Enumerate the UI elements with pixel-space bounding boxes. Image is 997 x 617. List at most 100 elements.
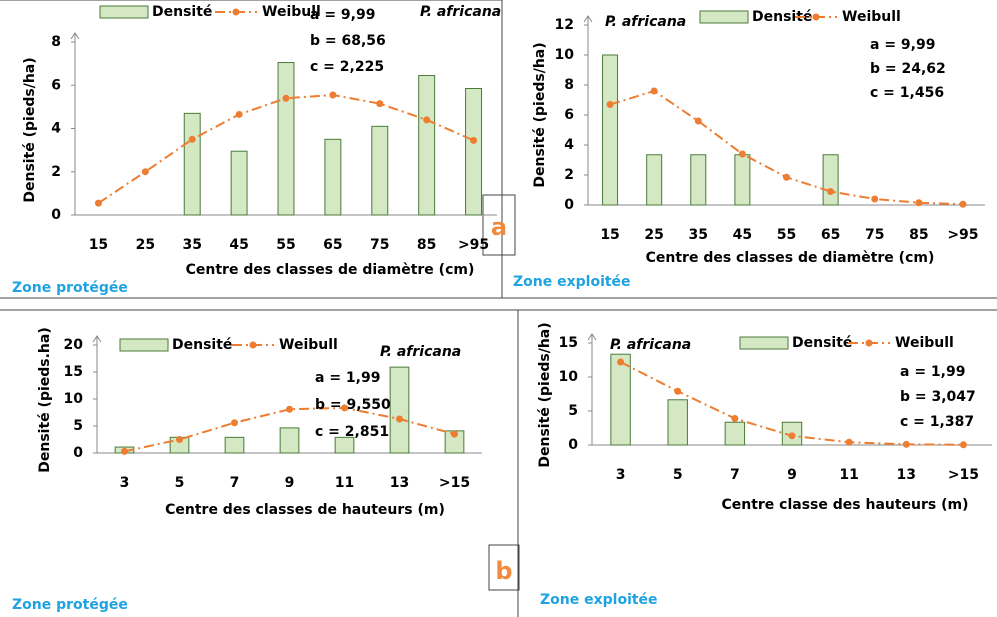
y-axis-title: Densité (pieds/ha) <box>532 42 548 187</box>
weibull-point <box>959 441 967 449</box>
weibull-param: c = 1,387 <box>900 414 974 430</box>
bar <box>646 154 663 206</box>
zone-label: Zone protégée <box>12 597 128 613</box>
bar <box>371 125 389 216</box>
x-tick-label: >15 <box>948 467 979 483</box>
y-tick-label: 8 <box>564 77 574 93</box>
legend-point <box>865 339 873 347</box>
y-tick-label: 0 <box>564 197 574 213</box>
y-tick-label: 2 <box>564 167 574 183</box>
legend-point <box>232 8 240 16</box>
weibull-point <box>902 440 910 448</box>
y-tick-label: 6 <box>51 77 61 93</box>
x-tick-label: 75 <box>865 227 884 243</box>
bar <box>822 154 839 206</box>
weibull-point <box>231 419 238 427</box>
axis-arrow <box>92 335 102 343</box>
bar <box>324 138 342 216</box>
weibull-point <box>235 110 243 118</box>
x-axis-title: Centre des classes de hauteurs (m) <box>165 502 445 518</box>
panel-label-box <box>488 544 520 591</box>
weibull-point <box>788 432 796 440</box>
weibull-point <box>141 168 149 176</box>
x-tick-label: 75 <box>370 237 389 253</box>
y-tick-label: 8 <box>51 34 61 50</box>
panel-label-box <box>482 194 516 256</box>
weibull-point <box>915 199 923 207</box>
x-tick-label: 55 <box>777 227 796 243</box>
bar <box>465 87 483 216</box>
y-tick-label: 0 <box>568 437 578 453</box>
y-axis-title: Densité (pieds.ha) <box>37 327 53 472</box>
x-tick-label: >95 <box>458 237 489 253</box>
x-tick-label: 5 <box>175 475 185 491</box>
weibull-point <box>451 430 458 438</box>
bar <box>418 75 436 216</box>
weibull-param: c = 2,225 <box>310 59 384 75</box>
legend-swatch <box>739 336 789 350</box>
x-tick-label: 15 <box>600 227 619 243</box>
weibull-param: a = 9,99 <box>310 7 375 23</box>
y-tick-label: 4 <box>564 137 574 153</box>
weibull-point <box>121 447 128 455</box>
x-tick-label: 25 <box>136 237 155 253</box>
y-tick-label: 10 <box>555 47 575 63</box>
weibull-param: c = 2,851 <box>315 424 389 440</box>
weibull-point <box>694 117 702 125</box>
legend-label: Weibull <box>842 9 901 25</box>
bar <box>389 366 410 454</box>
weibull-point <box>731 414 739 422</box>
weibull-point <box>282 94 290 102</box>
x-tick-label: 25 <box>644 227 663 243</box>
bar <box>724 421 746 446</box>
x-axis-title: Centre classe des hauteurs (m) <box>721 497 968 513</box>
y-tick-label: 4 <box>51 121 61 137</box>
weibull-param: c = 1,456 <box>870 85 944 101</box>
species: P. africana <box>610 337 691 353</box>
x-tick-label: 9 <box>285 475 295 491</box>
bar <box>279 427 300 454</box>
x-tick-label: 85 <box>417 237 436 253</box>
zone-label: Zone exploitée <box>540 592 658 608</box>
weibull-point <box>286 405 293 413</box>
bar <box>183 112 201 216</box>
weibull-line <box>97 93 474 204</box>
weibull-point <box>423 116 431 124</box>
x-tick-label: 45 <box>733 227 752 243</box>
legend-label: Weibull <box>895 335 954 351</box>
legend-swatch <box>99 5 149 19</box>
y-tick-label: 6 <box>564 107 574 123</box>
x-axis-title: Centre des classes de diamètre (cm) <box>646 250 935 266</box>
weibull-param: a = 1,99 <box>315 370 380 386</box>
y-tick-label: 15 <box>64 364 83 380</box>
legend-label: Densité <box>792 335 852 351</box>
weibull-point <box>94 199 102 207</box>
bar <box>690 154 707 206</box>
x-tick-label: 35 <box>689 227 708 243</box>
weibull-point <box>329 91 337 99</box>
x-tick-label: 15 <box>89 237 108 253</box>
axis-arrow <box>583 15 593 23</box>
x-tick-label: 13 <box>897 467 916 483</box>
y-axis-title: Densité (pieds/ha) <box>22 57 38 202</box>
x-axis-title: Centre des classes de diamètre (cm) <box>186 262 475 278</box>
weibull-param: b = 9,550 <box>315 397 391 413</box>
y-tick-label: 10 <box>64 391 84 407</box>
x-tick-label: >15 <box>439 475 470 491</box>
legend-label: Densité <box>152 4 212 20</box>
legend-label: Densité <box>172 337 232 353</box>
x-tick-label: 65 <box>323 237 342 253</box>
legend-swatch <box>699 10 749 24</box>
weibull-line <box>609 89 963 206</box>
weibull-param: a = 9,99 <box>870 37 935 53</box>
weibull-param: b = 3,047 <box>900 389 976 405</box>
panel-label: b <box>495 557 512 585</box>
weibull-point <box>845 438 853 446</box>
x-tick-label: 7 <box>730 467 740 483</box>
panel-label: a <box>491 213 507 241</box>
x-tick-label: 7 <box>230 475 240 491</box>
species: P. africana <box>420 4 501 20</box>
bar <box>610 353 631 446</box>
weibull-point <box>176 436 183 443</box>
y-tick-label: 12 <box>555 17 574 33</box>
